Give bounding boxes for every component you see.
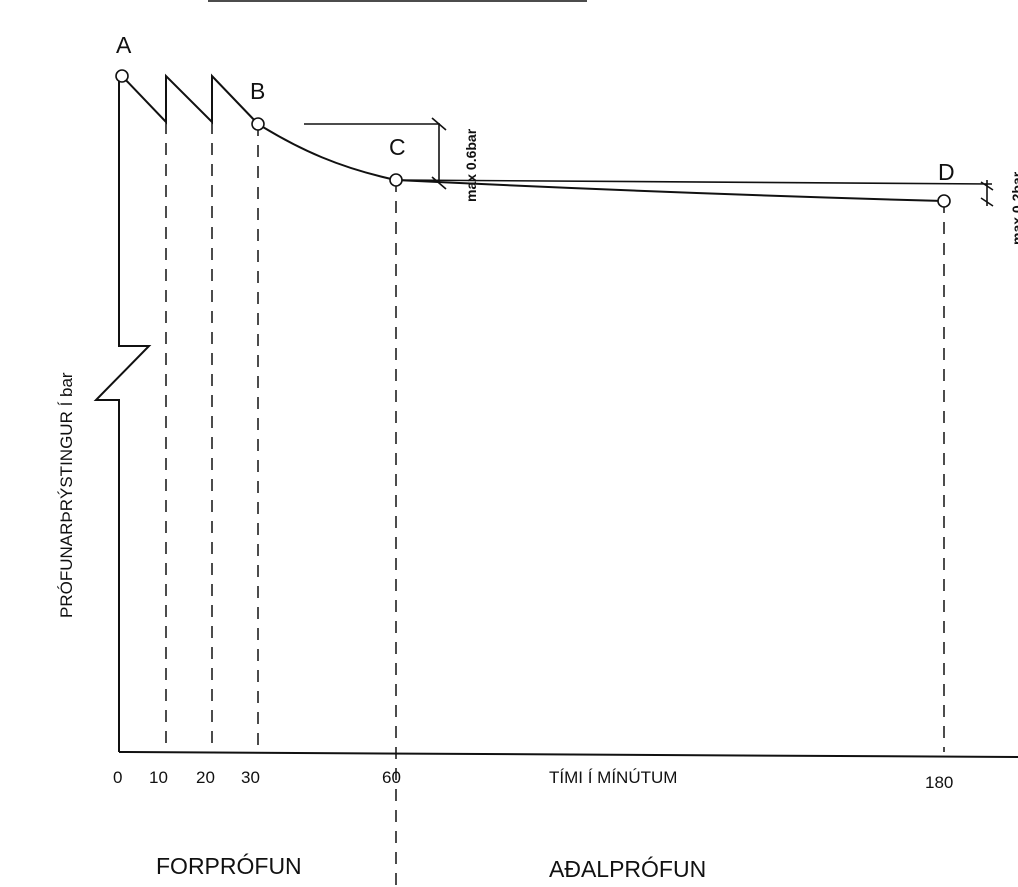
point-b-marker (251, 117, 265, 131)
point-d-marker (937, 194, 951, 208)
dim-02-tick-top (980, 181, 994, 191)
x-tick-label: 0 (113, 768, 122, 787)
point-b-label: B (250, 78, 265, 104)
dim-c-tick (431, 176, 447, 190)
point-c-label: C (389, 134, 406, 160)
phase-label-pretest: FORPRÓFUN (156, 853, 302, 879)
x-tick-label: 20 (196, 768, 215, 787)
x-tick-label: 60 (382, 768, 401, 787)
point-c-marker (389, 173, 403, 187)
phase-label-maintest: AÐALPRÓFUN (549, 856, 706, 882)
point-a-label: A (116, 32, 132, 58)
x-tick-label: 10 (149, 768, 168, 787)
dim-02-tick-bot (980, 197, 994, 207)
point-d-label: D (938, 159, 955, 185)
dim-c-ref (395, 179, 993, 185)
x-axis (118, 751, 1018, 758)
point-a-marker (115, 69, 129, 83)
annot-max-02: max 0.2bar (1009, 171, 1018, 245)
annot-max-06: max 0.6bar (463, 128, 479, 202)
x-tick-label: 180 (925, 773, 953, 792)
y-axis (93, 76, 152, 752)
y-axis-label: PRÓFUNARÞRÝSTINGUR Í bar (57, 372, 76, 618)
x-axis-label: TÍMI Í MÍNÚTUM (549, 768, 677, 787)
x-tick-label: 30 (241, 768, 260, 787)
